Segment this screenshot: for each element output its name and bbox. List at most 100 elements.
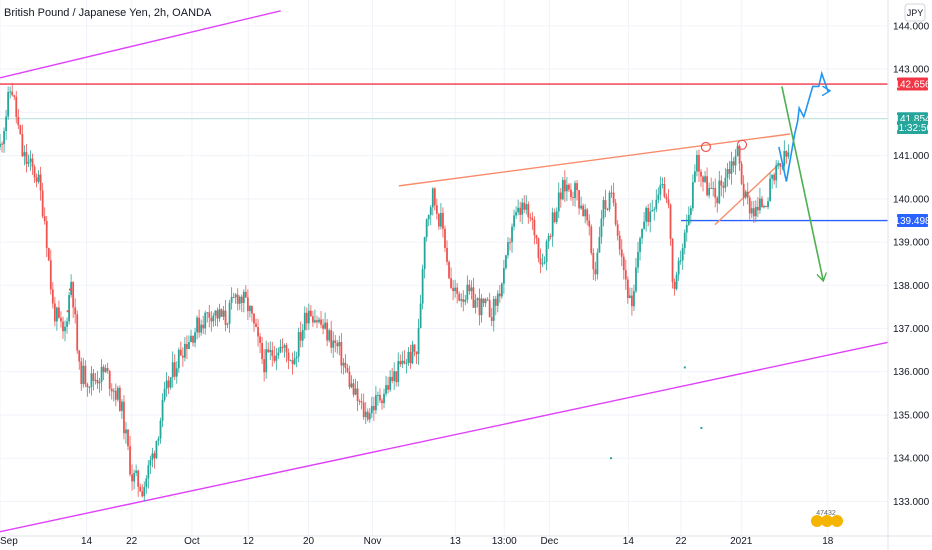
candle-body xyxy=(472,287,475,308)
candle-body xyxy=(116,387,119,400)
candle-body xyxy=(0,143,1,147)
candle-body xyxy=(503,267,505,284)
candle-body xyxy=(547,235,550,242)
candle-body xyxy=(631,295,633,307)
candle-body xyxy=(74,307,77,315)
candle-body xyxy=(498,293,501,297)
candle-body xyxy=(653,209,656,211)
candle-body xyxy=(43,216,46,221)
y-tick-label: 141.000 xyxy=(893,151,930,162)
candle-body xyxy=(492,298,495,321)
candle-body xyxy=(691,182,694,209)
candle-body xyxy=(777,163,780,166)
candle-body xyxy=(230,297,233,303)
candle-body xyxy=(407,351,410,363)
candle-body xyxy=(561,179,564,200)
candle-body xyxy=(663,183,666,197)
candle-body xyxy=(494,298,497,306)
x-tick-label: 13:00 xyxy=(492,536,517,547)
candle-body xyxy=(415,351,418,355)
candle-body xyxy=(35,177,38,182)
candle-body xyxy=(600,218,603,238)
candle-body xyxy=(704,176,706,182)
candle-body xyxy=(295,356,298,359)
candle-body xyxy=(519,207,522,215)
candle-body xyxy=(39,174,42,191)
candle-body xyxy=(66,321,68,327)
candle-body xyxy=(118,387,121,411)
candle-body xyxy=(456,287,459,294)
candle-body xyxy=(188,342,190,349)
candle-body xyxy=(557,192,560,212)
candle-body xyxy=(427,214,430,220)
candle-body xyxy=(277,352,280,356)
candle-body xyxy=(643,221,646,229)
candle-body xyxy=(190,335,192,343)
candle-body xyxy=(773,174,776,181)
candle-body xyxy=(543,261,546,264)
candle-body xyxy=(555,211,558,223)
currency-button[interactable]: JPY xyxy=(904,3,926,22)
candle-body xyxy=(106,368,109,371)
candle-body xyxy=(137,470,140,487)
candle-body xyxy=(80,361,83,385)
candle-body xyxy=(161,399,164,421)
candle-body xyxy=(740,163,743,184)
candle-body xyxy=(500,283,503,297)
candles xyxy=(0,82,790,502)
candle-body xyxy=(726,169,729,178)
candle-body xyxy=(399,361,402,365)
candle-body xyxy=(549,235,552,237)
support-price-badge xyxy=(897,214,928,228)
candle-body xyxy=(647,207,650,223)
candle-body xyxy=(482,298,485,304)
candle-body xyxy=(336,343,339,347)
candle-body xyxy=(127,429,129,447)
candle-body xyxy=(186,343,188,349)
last-price-badge-label: 141.854 xyxy=(894,114,931,125)
candle-body xyxy=(169,377,172,388)
x-tick-label: 18 xyxy=(822,536,834,547)
countdown-badge xyxy=(897,121,928,135)
candle-body xyxy=(305,312,308,324)
scatter-mark xyxy=(683,366,686,369)
candle-body xyxy=(98,381,101,384)
candle-body xyxy=(515,212,517,216)
projection-down xyxy=(781,86,823,281)
candle-body xyxy=(285,345,288,353)
candle-body xyxy=(700,171,702,177)
candle-body xyxy=(64,326,66,332)
candle-body xyxy=(240,296,243,303)
candle-body xyxy=(17,116,20,126)
candle-body xyxy=(163,388,166,400)
candle-body xyxy=(693,171,696,183)
candle-body xyxy=(539,258,542,265)
candle-body xyxy=(366,411,369,420)
candle-body xyxy=(582,205,585,217)
candle-body xyxy=(157,438,160,441)
candle-body xyxy=(527,204,530,218)
candle-body xyxy=(1,143,3,145)
candle-body xyxy=(96,379,99,384)
candle-body xyxy=(645,207,648,222)
candle-body xyxy=(360,401,363,403)
candle-body xyxy=(216,310,219,319)
candle-body xyxy=(429,207,432,215)
candle-body xyxy=(379,394,381,401)
candle-body xyxy=(291,360,294,365)
countdown-badge-label: 01:32:56 xyxy=(893,123,932,134)
candle-body xyxy=(303,312,306,331)
candle-body xyxy=(565,184,568,192)
candle-body xyxy=(383,393,385,404)
candle-body xyxy=(612,192,615,203)
candle-body xyxy=(673,282,676,289)
candle-body xyxy=(165,380,168,389)
candle-body xyxy=(84,365,87,385)
candle-body xyxy=(314,320,316,323)
candle-body xyxy=(139,486,142,492)
candle-body xyxy=(435,205,438,214)
candle-body xyxy=(167,380,170,388)
candle-body xyxy=(584,209,587,217)
